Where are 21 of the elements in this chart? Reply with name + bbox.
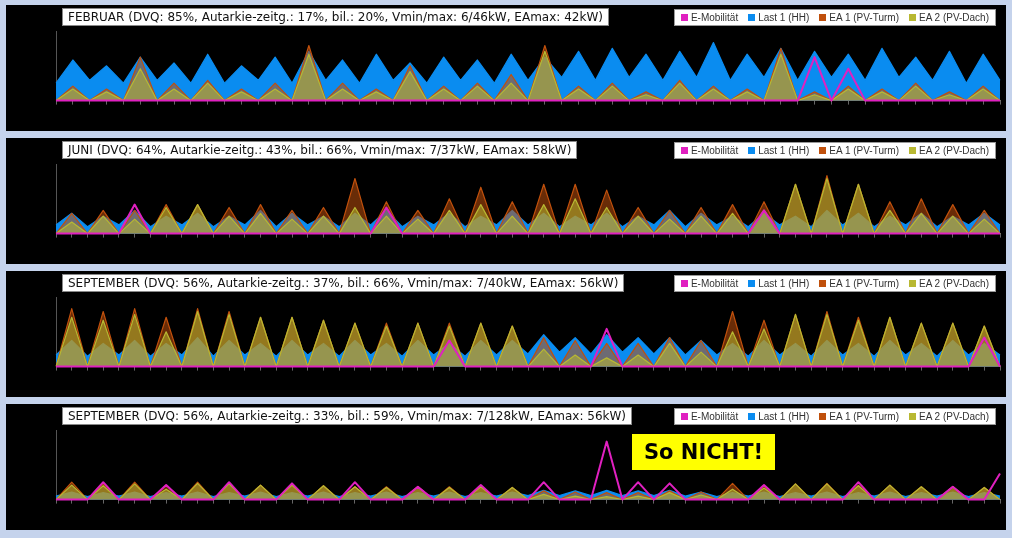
chart-title: SEPTEMBER (DVQ: 56%, Autarkie-zeitg.: 37%, bil.: 66%, Vmin/max: 7/40kW, EAmax: 56kW)	[62, 274, 625, 292]
legend-label: E-Mobilität	[690, 411, 739, 422]
legend-label: EA 2 (PV-Dach)	[918, 411, 989, 422]
legend-label: EA 1 (PV-Turm)	[829, 12, 899, 23]
legend-label: E-Mobilität	[690, 12, 739, 23]
legend-label: EA 1 (PV-Turm)	[829, 145, 899, 156]
legend-label: E-Mobilität	[690, 145, 739, 156]
annotation: So NICHT!	[632, 434, 776, 470]
chart-title: FEBRUAR (DVQ: 85%, Autarkie-zeitg.: 17%, bil.: 20%, Vmin/max: 6/46kW, EAmax: 42kW)	[62, 8, 609, 26]
legend-label: Last 1 (HH)	[758, 278, 810, 289]
legend-label: EA 2 (PV-Dach)	[918, 145, 989, 156]
legend-label: EA 1 (PV-Turm)	[829, 411, 899, 422]
legend-label: EA 1 (PV-Turm)	[829, 278, 899, 289]
chart-title: JUNI (DVQ: 64%, Autarkie-zeitg.: 43%, bil.: 66%, Vmin/max: 7/37kW, EAmax: 58kW)	[62, 141, 578, 159]
legend-label: EA 2 (PV-Dach)	[918, 12, 989, 23]
legend-label: EA 2 (PV-Dach)	[918, 278, 989, 289]
chart-title: SEPTEMBER (DVQ: 56%, Autarkie-zeitg.: 33%, bil.: 59%, Vmin/max: 7/128kW, EAmax: 56kW)	[62, 407, 633, 425]
legend-label: Last 1 (HH)	[758, 145, 810, 156]
legend-label: E-Mobilität	[690, 278, 739, 289]
legend-label: Last 1 (HH)	[758, 411, 810, 422]
legend-label: Last 1 (HH)	[758, 12, 810, 23]
